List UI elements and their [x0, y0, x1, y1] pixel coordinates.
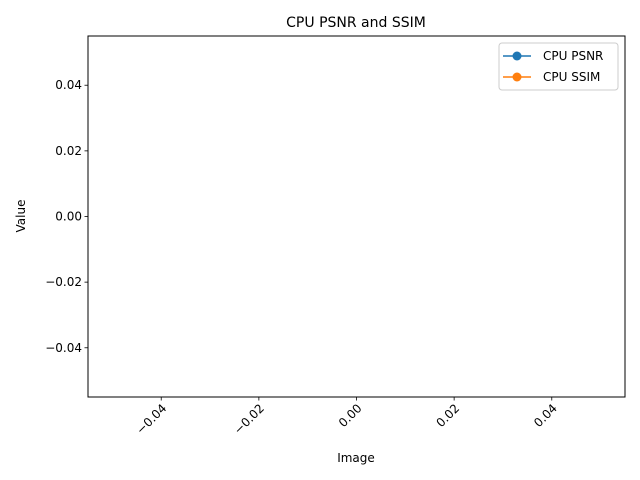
legend-item-cpu-ssim: CPU SSIM [503, 70, 600, 84]
y-tick-label: −0.02 [45, 275, 82, 289]
plot-area [88, 36, 625, 397]
legend-item-cpu-psnr: CPU PSNR [503, 49, 603, 63]
legend-marker-cpu-psnr [512, 51, 522, 61]
y-axis-label: Value [14, 200, 28, 233]
chart-title: CPU PSNR and SSIM [286, 15, 426, 31]
y-tick-label: −0.04 [45, 341, 82, 355]
y-tick-label: 0.02 [55, 144, 82, 158]
legend-marker-cpu-ssim [512, 72, 522, 82]
x-axis-label: Image [337, 451, 375, 465]
legend: CPU PSNR CPU SSIM [498, 42, 619, 91]
legend-label-cpu-ssim: CPU SSIM [543, 70, 600, 84]
y-tick-label: 0.04 [55, 78, 82, 92]
legend-frame [498, 42, 619, 91]
legend-label-cpu-psnr: CPU PSNR [543, 49, 603, 63]
y-axis-ticks: 0.04 0.02 0.00 −0.02 −0.04 [45, 78, 88, 355]
y-tick-label: 0.00 [55, 210, 82, 224]
